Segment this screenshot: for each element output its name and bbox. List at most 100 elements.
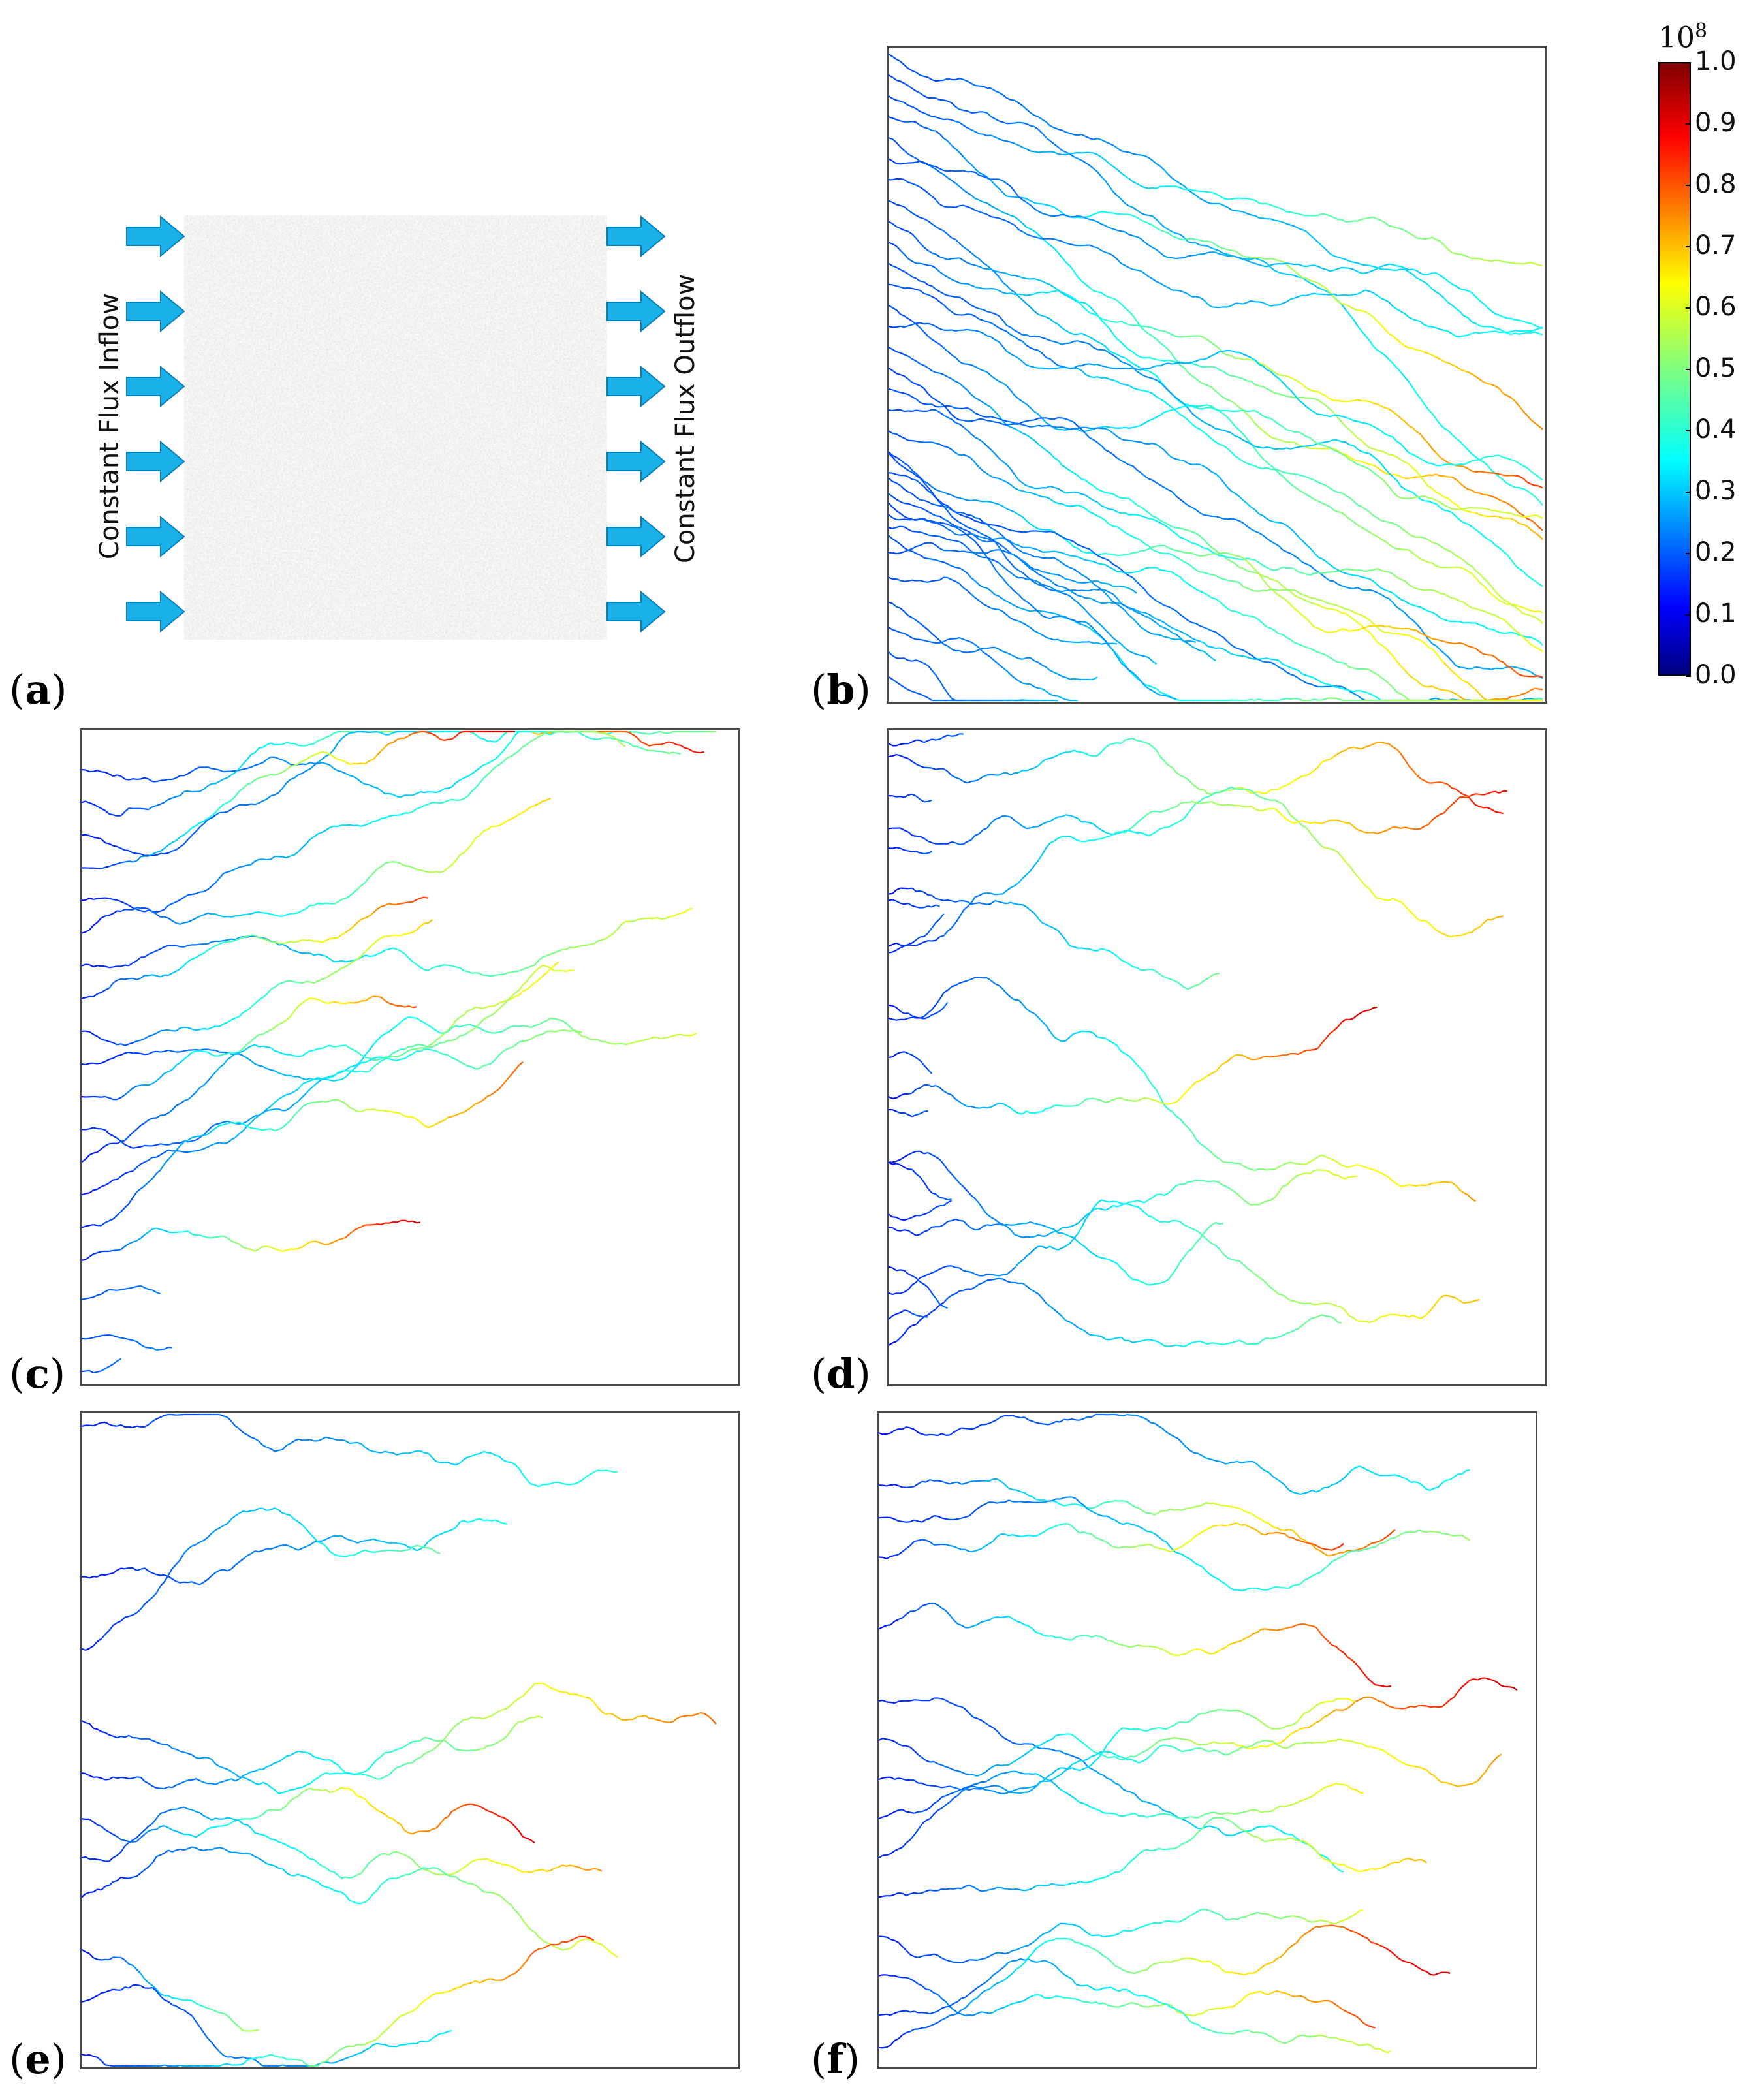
streamline-segment — [1061, 257, 1067, 263]
streamline-segment — [1424, 474, 1429, 477]
streamline-segment — [896, 540, 901, 545]
streamline-segment — [1054, 426, 1058, 428]
streamline-segment — [915, 323, 921, 328]
streamline-segment — [1538, 485, 1543, 489]
streamline-segment — [1050, 290, 1054, 293]
streamline-segment — [1314, 499, 1319, 502]
streamline-segment — [1168, 547, 1173, 550]
streamline-segment — [1361, 505, 1366, 510]
streamline-segment — [1006, 652, 1011, 655]
streamline-segment — [1412, 604, 1417, 607]
streamline-segment — [971, 499, 975, 502]
streamline-segment — [1057, 559, 1063, 564]
streamline-segment — [1132, 501, 1137, 506]
streamline-segment — [907, 258, 913, 262]
streamline-segment — [1321, 483, 1327, 486]
streamline-segment — [1105, 589, 1110, 593]
streamline-segment — [983, 332, 988, 337]
streamline-segment — [1436, 653, 1441, 659]
streamline-segment — [912, 579, 917, 582]
streamline-segment — [1203, 421, 1208, 425]
streamline-segment — [1369, 569, 1374, 571]
streamline-segment — [1191, 405, 1197, 409]
streamline-segment — [1259, 589, 1263, 593]
streamline-segment — [1105, 629, 1110, 634]
streamline-segment — [951, 354, 956, 358]
streamline-segment — [1310, 676, 1315, 679]
inflow-label: Constant Flux Inflow — [95, 293, 125, 559]
streamline-segment — [1144, 326, 1149, 328]
streamline-segment — [1436, 418, 1441, 425]
streamline-segment — [966, 430, 972, 435]
streamline-segment — [1033, 208, 1039, 212]
streamline-segment — [1128, 614, 1133, 619]
streamline-segment — [1471, 572, 1477, 579]
streamline-segment — [943, 293, 948, 296]
streamline-segment — [1385, 433, 1389, 437]
streamline-segment — [1314, 626, 1319, 629]
streamline-segment — [943, 99, 948, 102]
streamline-segment — [1357, 627, 1362, 631]
streamline-segment — [1136, 236, 1141, 240]
streamline-segment — [1440, 463, 1445, 467]
streamline-segment — [1267, 446, 1271, 449]
streamline-segment — [1002, 526, 1007, 530]
streamline-segment — [1041, 418, 1047, 424]
streamline-segment — [1451, 597, 1457, 600]
streamline-segment — [1171, 530, 1177, 535]
streamline-segment — [915, 215, 921, 219]
streamline-segment — [1475, 570, 1481, 574]
streamline-segment — [983, 369, 988, 373]
streamline-segment — [1073, 216, 1078, 219]
streamline-segment — [923, 161, 928, 165]
streamline-segment — [1180, 362, 1184, 364]
streamline-segment — [1259, 264, 1263, 267]
streamline-segment — [955, 329, 960, 332]
streamline-segment — [1420, 536, 1425, 539]
streamline-segment — [955, 120, 960, 123]
streamline-segment — [1089, 427, 1094, 430]
streamline-segment — [927, 76, 932, 81]
streamline-segment — [1144, 589, 1150, 595]
streamline-segment — [1089, 548, 1094, 554]
streamline-segment — [1349, 267, 1354, 270]
streamline-segment — [904, 410, 909, 413]
streamline-segment — [1436, 291, 1441, 296]
streamline-segment — [896, 373, 901, 376]
streamline-segment — [1053, 588, 1059, 593]
streamline-segment — [1424, 685, 1429, 688]
streamline-segment — [1242, 353, 1248, 357]
streamline-segment — [907, 273, 913, 278]
streamline-segment — [915, 496, 921, 501]
streamline-segment — [1199, 335, 1205, 339]
streamline-segment — [896, 285, 901, 288]
streamline-segment — [936, 504, 940, 507]
streamline-segment — [1479, 582, 1485, 586]
streamline-segment — [1357, 325, 1362, 332]
streamline-segment — [1030, 347, 1035, 351]
inflow-arrow — [126, 590, 185, 633]
streamline-segment — [1148, 631, 1153, 635]
streamline-segment — [1140, 422, 1145, 426]
streamline-segment — [164, 852, 169, 855]
streamline-segment — [1124, 231, 1129, 236]
streamline-segment — [1136, 676, 1142, 681]
streamline-segment — [1026, 609, 1031, 612]
streamline-segment — [1018, 544, 1023, 548]
streamline-segment — [904, 657, 909, 661]
streamline-segment — [1041, 634, 1047, 638]
streamline-segment — [904, 467, 909, 471]
streamline-segment — [1440, 649, 1445, 654]
streamline-segment — [915, 160, 921, 163]
streamline-segment — [1030, 437, 1035, 441]
streamline-segment — [1317, 572, 1323, 574]
streamline-segment — [1349, 573, 1354, 576]
streamline-segment — [243, 804, 247, 806]
streamline-segment — [951, 405, 956, 409]
streamline-segment — [958, 423, 964, 428]
streamline-segment — [975, 264, 980, 268]
streamline-segment — [1188, 405, 1192, 407]
streamline-segment — [943, 445, 948, 448]
streamline-segment — [1388, 598, 1394, 603]
streamline-segment — [1475, 375, 1481, 380]
